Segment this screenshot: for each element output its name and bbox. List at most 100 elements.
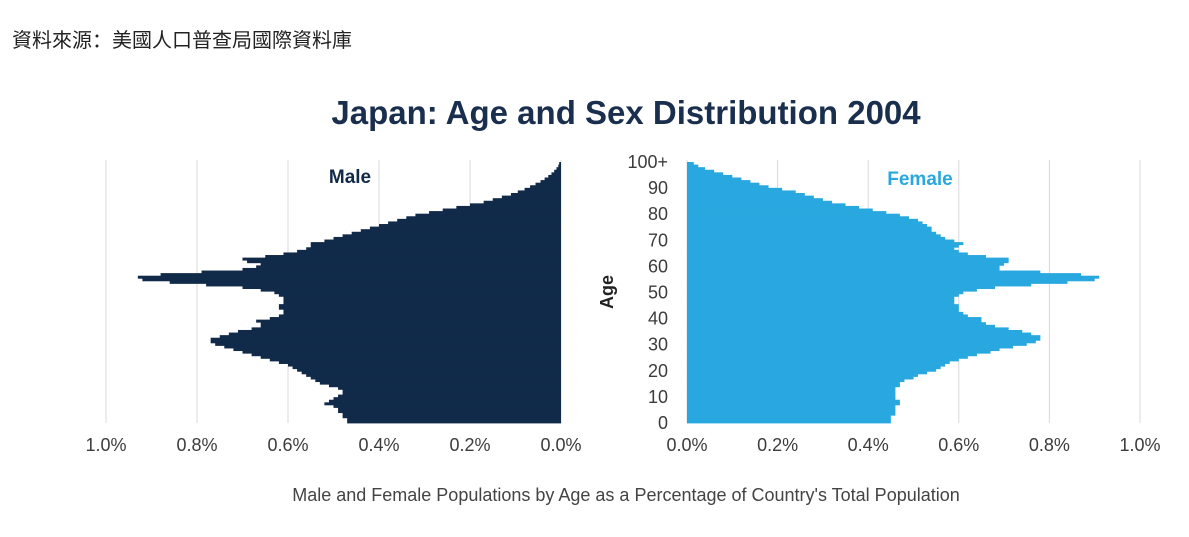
age-tick-label: 40 <box>648 309 668 329</box>
female-bar <box>687 167 706 171</box>
male-bar <box>342 415 561 419</box>
female-bar <box>687 288 977 292</box>
male-bar <box>206 283 561 287</box>
male-bar <box>260 355 561 359</box>
female-bar <box>687 164 699 168</box>
male-bar <box>278 306 561 310</box>
female-bar <box>687 363 946 367</box>
male-bar <box>260 262 561 266</box>
female-bar <box>687 172 724 176</box>
female-bar <box>687 218 919 222</box>
male-bar <box>415 213 561 217</box>
female-bar <box>687 229 932 233</box>
male-bar <box>169 280 561 284</box>
male-bar <box>247 260 562 264</box>
male-bar <box>269 317 561 321</box>
female-bar <box>687 252 968 256</box>
male-bar <box>310 242 561 246</box>
male-bar <box>328 384 561 388</box>
male-bar <box>347 417 561 421</box>
female-bar <box>687 309 959 313</box>
female-bar <box>687 278 1095 282</box>
female-bar <box>687 239 955 243</box>
female-bar <box>687 182 760 186</box>
male-bars <box>137 162 562 424</box>
female-bar <box>687 358 959 362</box>
age-tick-labels: 0 10 20 30 40 50 60 70 80 90 100+ <box>627 152 668 433</box>
male-bar <box>265 255 561 259</box>
female-bar <box>687 373 919 377</box>
male-bar <box>554 169 561 173</box>
female-bar <box>687 404 896 408</box>
female-bar <box>687 231 937 235</box>
female-bar <box>687 190 796 194</box>
female-x-tick-label: 0.8% <box>1029 435 1070 455</box>
male-bar <box>524 187 561 191</box>
female-bar <box>687 198 823 202</box>
male-bar <box>310 244 561 248</box>
female-bar <box>687 193 805 196</box>
female-bar <box>687 270 1041 274</box>
male-x-tick-label: 0.6% <box>267 435 308 455</box>
male-bar <box>301 371 561 375</box>
male-bar <box>324 402 561 406</box>
female-bar <box>687 200 832 204</box>
female-bar <box>687 342 1027 346</box>
age-tick-label: 90 <box>648 178 668 198</box>
male-bar <box>256 319 561 323</box>
male-bar <box>544 177 561 181</box>
female-bar <box>687 306 959 310</box>
female-bar <box>687 371 928 375</box>
male-x-tick-label: 1.0% <box>85 435 126 455</box>
female-bar <box>687 280 1068 284</box>
male-bar <box>278 293 561 297</box>
male-bar <box>283 309 561 313</box>
male-bar <box>551 172 561 176</box>
female-bar <box>687 304 959 308</box>
male-bar <box>333 404 561 408</box>
female-bar <box>687 355 968 359</box>
male-bar <box>224 345 562 349</box>
male-x-tick-labels: 1.0% 0.8% 0.6% 0.4% 0.2% 0.0% <box>85 435 581 455</box>
female-bar <box>687 335 1041 339</box>
female-bar <box>687 397 896 401</box>
female-bar <box>687 180 751 184</box>
male-bar <box>324 239 561 243</box>
female-bar <box>687 249 959 253</box>
male-bar <box>338 407 561 411</box>
male-bar <box>242 267 561 271</box>
female-bar <box>687 203 846 207</box>
female-bar <box>687 360 950 364</box>
female-series-label: Female <box>887 169 952 190</box>
male-bar <box>342 391 561 395</box>
female-bar <box>687 376 914 380</box>
female-bar <box>687 301 955 305</box>
male-bar <box>351 231 561 235</box>
female-bar <box>687 283 1032 287</box>
female-bar <box>687 410 896 414</box>
male-bar <box>215 342 561 346</box>
female-bar <box>687 366 941 370</box>
female-bar <box>687 221 923 225</box>
female-bar <box>687 216 909 220</box>
male-bar <box>342 412 561 416</box>
female-bar <box>687 267 1000 271</box>
female-bar <box>687 327 1009 331</box>
female-bar <box>687 195 814 199</box>
male-bar <box>347 420 561 424</box>
male-x-tick-label: 0.4% <box>358 435 399 455</box>
female-bar <box>687 389 896 393</box>
male-bar <box>283 252 561 256</box>
male-bar <box>269 358 561 362</box>
female-bar <box>687 265 1000 269</box>
male-bar <box>328 399 561 403</box>
female-x-tick-label: 0.2% <box>757 435 798 455</box>
male-bar <box>260 324 561 328</box>
male-series-label: Male <box>329 167 371 188</box>
female-bar <box>687 324 996 328</box>
female-bar <box>687 337 1041 341</box>
female-x-tick-label: 0.0% <box>666 435 707 455</box>
female-x-tick-label: 0.6% <box>938 435 979 455</box>
female-bar <box>687 234 941 238</box>
female-bar <box>687 379 905 383</box>
